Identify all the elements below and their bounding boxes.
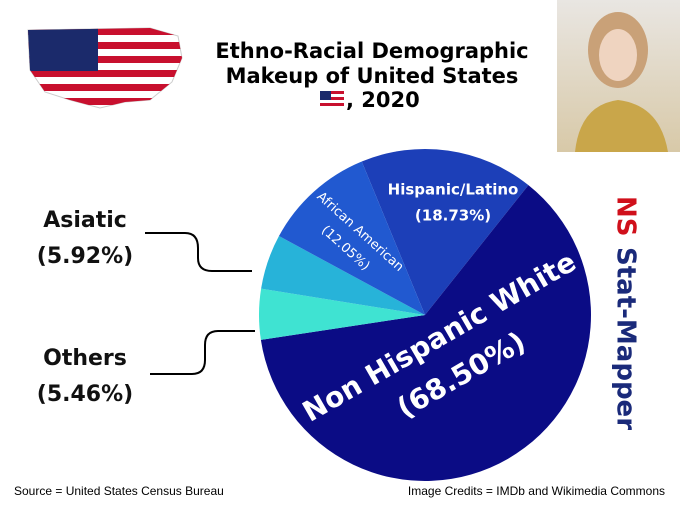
flag-icon [320,91,344,108]
slice-label: Hispanic/Latino (18.73%) [388,181,519,225]
category-label: Asiatic [43,208,127,233]
value-label: (18.73%) [415,207,491,225]
watermark: Stat-Mapper [611,247,641,430]
pie-slice [260,185,592,482]
pie-slice [259,288,425,340]
value-label: (5.92%) [37,244,133,269]
slice-label: Others (5.46%) [37,346,133,407]
portrait-photo [557,0,680,152]
leader-line [150,330,255,375]
us-map-flag [27,27,183,109]
chart-subtitle: , 2020 [346,88,420,112]
slice-label: Asiatic (5.92%) [37,208,133,269]
chart-title: Makeup of United States [226,64,519,88]
pie [259,149,592,482]
pie-slice [278,161,425,315]
pie-slice [261,236,425,315]
value-label: (5.46%) [37,382,133,407]
category-label: Others [43,346,127,371]
leader-line [145,232,252,272]
credits-note: Image Credits = IMDb and Wikimedia Commo… [408,484,665,498]
source-note: Source = United States Census Bureau [14,484,224,498]
category-label: Hispanic/Latino [388,181,519,199]
watermark: NS [611,196,641,237]
chart-title: Ethno-Racial Demographic [215,39,528,63]
pie-slice [361,149,529,315]
